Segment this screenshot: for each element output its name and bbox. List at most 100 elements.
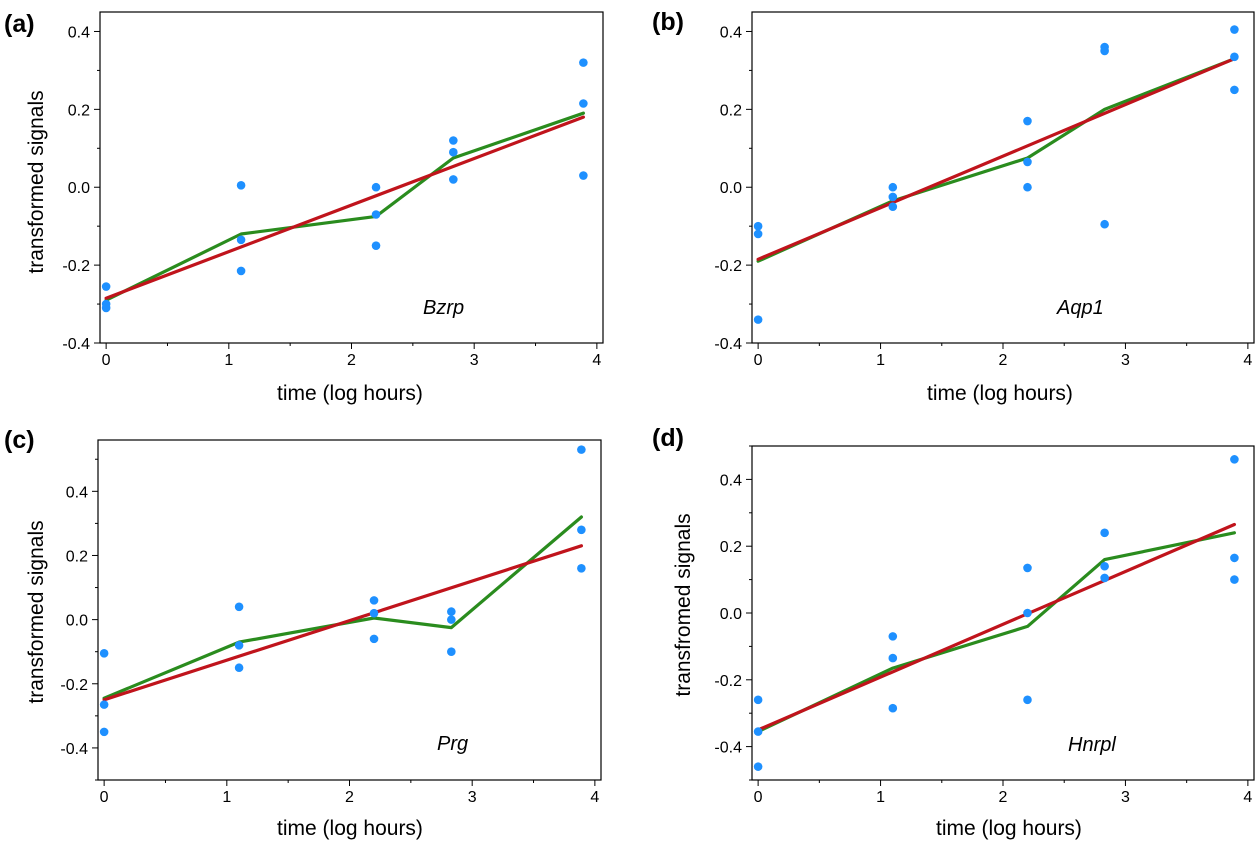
panel-b-xtick-label: 2 xyxy=(999,352,1008,369)
panel-b-data-point xyxy=(888,202,898,212)
panel-a-ylabel: transformed signals xyxy=(25,90,48,273)
panel-b-data-point xyxy=(1023,182,1032,192)
panel-d-data-point xyxy=(888,632,898,641)
panel-c-data-point xyxy=(234,640,244,650)
panel-d-linear-fit-line xyxy=(756,522,1237,732)
panel-b-data-point xyxy=(888,192,898,202)
panel-a-data-point xyxy=(371,182,381,192)
panel-b-data-point xyxy=(753,221,763,231)
panel-c-ylabel: transformed signals xyxy=(25,520,48,703)
panel-a-letter: (a) xyxy=(4,10,35,38)
panel-b-data-point xyxy=(1100,46,1109,56)
panel-b-xtick-label: 0 xyxy=(754,352,763,369)
panel-c-data-point xyxy=(369,608,379,618)
panel-d-data-point xyxy=(1023,608,1032,618)
panel-d-xtick-label: 4 xyxy=(1243,789,1252,806)
panel-d-plot: -0.4 -0.2 0.0 0.2 0.4 0 1 2 3 4 xyxy=(714,445,1255,806)
panel-d-piecewise-line xyxy=(756,531,1237,734)
panel-c-data-point xyxy=(447,647,456,656)
panel-a-xtick-label: 4 xyxy=(592,352,601,369)
panel-d-ytick-label: 0.0 xyxy=(720,606,742,623)
panel-b-ytick-label: -0.4 xyxy=(714,336,742,353)
panel-a-data-point xyxy=(579,58,588,67)
panel-a-xtick-label: 3 xyxy=(470,352,479,369)
panel-c-data-point xyxy=(447,607,456,616)
panel-c-data-point xyxy=(99,727,109,737)
panel-c-letter: (c) xyxy=(4,426,35,454)
panel-a-data-point xyxy=(236,266,246,276)
panel-a-data-point xyxy=(449,136,458,145)
panel-d-data-point xyxy=(888,703,898,713)
panel-c-plot: -0.4 -0.2 0.0 0.2 0.4 0 1 2 3 4 xyxy=(60,439,602,806)
panel-d-ylabel: transfromed signals xyxy=(672,513,695,696)
panel-b-plot: -0.4 -0.2 0.0 0.2 0.4 0 1 2 3 4 xyxy=(714,11,1255,369)
panel-c-data-point xyxy=(447,615,456,624)
panel-a-linear-fit-line xyxy=(104,115,586,300)
panel-d-plot-frame xyxy=(751,445,1255,781)
panel-a-data-point xyxy=(449,147,458,157)
panel-c-data-point xyxy=(369,596,379,605)
panel-c-data-point xyxy=(234,663,244,673)
panel-d-data-point xyxy=(1100,561,1109,571)
panel-a-xtick-label: 1 xyxy=(224,352,233,369)
panel-b-xlabel: time (log hours) xyxy=(927,382,1073,405)
panel-c-plot-frame xyxy=(97,439,602,781)
panel-a-data-point xyxy=(579,171,588,180)
panel-d-data-point xyxy=(1230,575,1239,584)
panel-c-data-point xyxy=(369,634,379,644)
panel-b-linear-fit-line xyxy=(756,57,1237,261)
panel-c-data-point xyxy=(99,700,109,709)
panel-c-xtick-label: 1 xyxy=(222,789,231,806)
panel-a-xtick-label: 0 xyxy=(102,352,111,369)
panel-d-data-point xyxy=(1100,528,1109,538)
panel-d-xtick-label: 2 xyxy=(999,789,1008,806)
panel-a-plot-frame xyxy=(99,11,604,344)
panel-b-letter: (b) xyxy=(652,8,684,36)
panel-c-xtick-label: 2 xyxy=(345,789,354,806)
panel-d-xtick-label: 3 xyxy=(1121,789,1130,806)
panel-b-ytick-label: -0.2 xyxy=(714,258,742,275)
panel-b-ytick-label: 0.4 xyxy=(720,24,742,41)
panel-d-data-point xyxy=(1230,455,1239,464)
panel-a-data-point xyxy=(371,210,381,219)
panel-c-data-point xyxy=(577,445,586,454)
panel-a-data-point xyxy=(579,99,588,108)
panel-b-gene-label: Aqp1 xyxy=(1056,297,1104,319)
panel-c-xtick-label: 0 xyxy=(100,789,109,806)
panel-c-ytick-label: 0.2 xyxy=(66,548,88,565)
panel-a-ytick-label: -0.2 xyxy=(62,258,90,275)
panel-d-data-point xyxy=(888,653,898,663)
panel-c-xlabel: time (log hours) xyxy=(277,817,423,840)
panel-c-data-point xyxy=(577,564,586,573)
panel-b-data-point xyxy=(1230,25,1239,34)
panel-c-ytick-label: 0.4 xyxy=(66,484,88,501)
panel-c-ytick-label: -0.2 xyxy=(60,677,88,694)
panel-a-data-point xyxy=(236,180,246,190)
panel-c-gene-label: Prg xyxy=(437,733,468,755)
panel-a-xlabel: time (log hours) xyxy=(277,382,423,405)
panel-d-data-point xyxy=(753,695,763,705)
panel-b-plot-frame xyxy=(751,11,1255,344)
panel-d-gene-label: Hnrpl xyxy=(1068,734,1116,756)
panel-d-letter: (d) xyxy=(652,424,684,452)
panel-c-piecewise-line xyxy=(102,515,584,700)
panel-b-data-point xyxy=(753,315,763,324)
panel-b-ytick-label: 0.0 xyxy=(720,180,742,197)
panel-a-data-point xyxy=(101,282,111,291)
panel-d-xtick-label: 1 xyxy=(876,789,885,806)
panel-a-data-point xyxy=(236,235,246,245)
panel-a-plot: -0.4 -0.2 0.0 0.2 0.4 0 1 2 3 4 xyxy=(62,11,604,369)
panel-c-xtick-label: 4 xyxy=(590,789,599,806)
panel-b-ytick-label: 0.2 xyxy=(720,102,742,119)
panel-b-data-point xyxy=(1230,85,1239,95)
panel-b-xtick-label: 4 xyxy=(1243,352,1252,369)
panel-c-ytick-label: 0.0 xyxy=(66,613,88,630)
panel-d-data-point xyxy=(1100,573,1109,583)
panel-b-data-point xyxy=(1023,116,1032,126)
panel-a-ytick-label: 0.4 xyxy=(68,24,90,41)
panel-d-data-point xyxy=(753,762,763,771)
panel-d-data-point xyxy=(1230,553,1239,563)
panel-d-ytick-label: 0.4 xyxy=(720,472,742,489)
panel-a-data-point xyxy=(101,303,111,313)
